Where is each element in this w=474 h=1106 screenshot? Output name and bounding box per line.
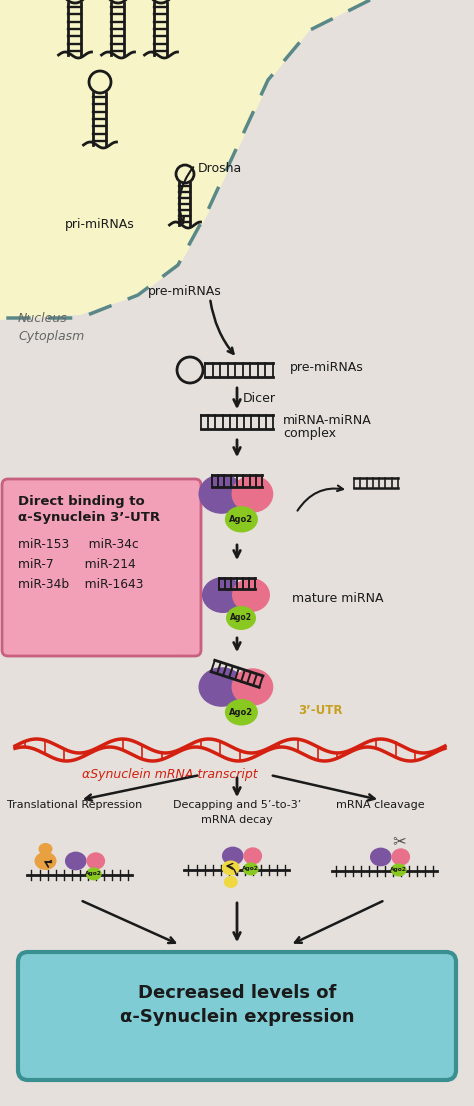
Text: Decreased levels of
α-Synuclein expression: Decreased levels of α-Synuclein expressi…: [120, 983, 354, 1026]
Ellipse shape: [199, 667, 245, 707]
Ellipse shape: [226, 606, 256, 630]
Polygon shape: [0, 0, 474, 320]
Text: Decapping and 5’-to-3’: Decapping and 5’-to-3’: [173, 800, 301, 810]
Text: Cytoplasm: Cytoplasm: [18, 330, 84, 343]
Ellipse shape: [243, 863, 259, 876]
Text: Ago2: Ago2: [390, 867, 407, 873]
Ellipse shape: [244, 847, 262, 865]
Text: pri-miRNAs: pri-miRNAs: [65, 218, 135, 231]
Ellipse shape: [38, 843, 53, 855]
Text: Ago2: Ago2: [242, 866, 259, 872]
Ellipse shape: [225, 699, 258, 726]
Ellipse shape: [232, 578, 270, 612]
Text: αSynuclein mRNA transcript: αSynuclein mRNA transcript: [82, 768, 258, 781]
Ellipse shape: [370, 847, 392, 866]
Text: miR-34b    miR-1643: miR-34b miR-1643: [18, 578, 144, 591]
Ellipse shape: [202, 577, 244, 613]
Ellipse shape: [391, 864, 407, 876]
Text: Ago2: Ago2: [229, 708, 254, 717]
Ellipse shape: [222, 860, 240, 876]
FancyBboxPatch shape: [18, 952, 456, 1079]
Ellipse shape: [86, 867, 102, 880]
Text: Translational Repression: Translational Repression: [8, 800, 143, 810]
Text: pre-miRNAs: pre-miRNAs: [290, 362, 364, 375]
Ellipse shape: [231, 668, 273, 706]
Text: miR-7        miR-214: miR-7 miR-214: [18, 559, 136, 571]
Text: ✂: ✂: [392, 832, 406, 849]
Text: mature miRNA: mature miRNA: [292, 592, 383, 605]
Text: miR-153     miR-34c: miR-153 miR-34c: [18, 538, 139, 551]
Ellipse shape: [86, 853, 105, 869]
Text: Nucleus: Nucleus: [18, 312, 68, 325]
Text: Drosha: Drosha: [198, 161, 242, 175]
Text: Dicer: Dicer: [243, 392, 276, 405]
Ellipse shape: [199, 474, 245, 514]
Text: Ago2: Ago2: [229, 514, 254, 524]
Ellipse shape: [224, 876, 238, 888]
Text: Ago2: Ago2: [230, 614, 252, 623]
Ellipse shape: [231, 476, 273, 513]
Text: miRNA-miRNA: miRNA-miRNA: [283, 414, 372, 427]
Ellipse shape: [35, 852, 56, 870]
Text: mRNA cleavage: mRNA cleavage: [336, 800, 424, 810]
Ellipse shape: [392, 848, 410, 866]
Text: 3’-UTR: 3’-UTR: [298, 703, 343, 717]
Text: Ago2: Ago2: [85, 872, 102, 876]
Text: Direct binding to
α-Synuclein 3’-UTR: Direct binding to α-Synuclein 3’-UTR: [18, 495, 160, 524]
Text: complex: complex: [283, 427, 336, 440]
FancyBboxPatch shape: [2, 479, 201, 656]
Ellipse shape: [222, 846, 244, 865]
Ellipse shape: [65, 852, 87, 870]
Text: pre-miRNAs: pre-miRNAs: [148, 285, 222, 298]
Text: mRNA decay: mRNA decay: [201, 815, 273, 825]
Ellipse shape: [225, 507, 258, 532]
